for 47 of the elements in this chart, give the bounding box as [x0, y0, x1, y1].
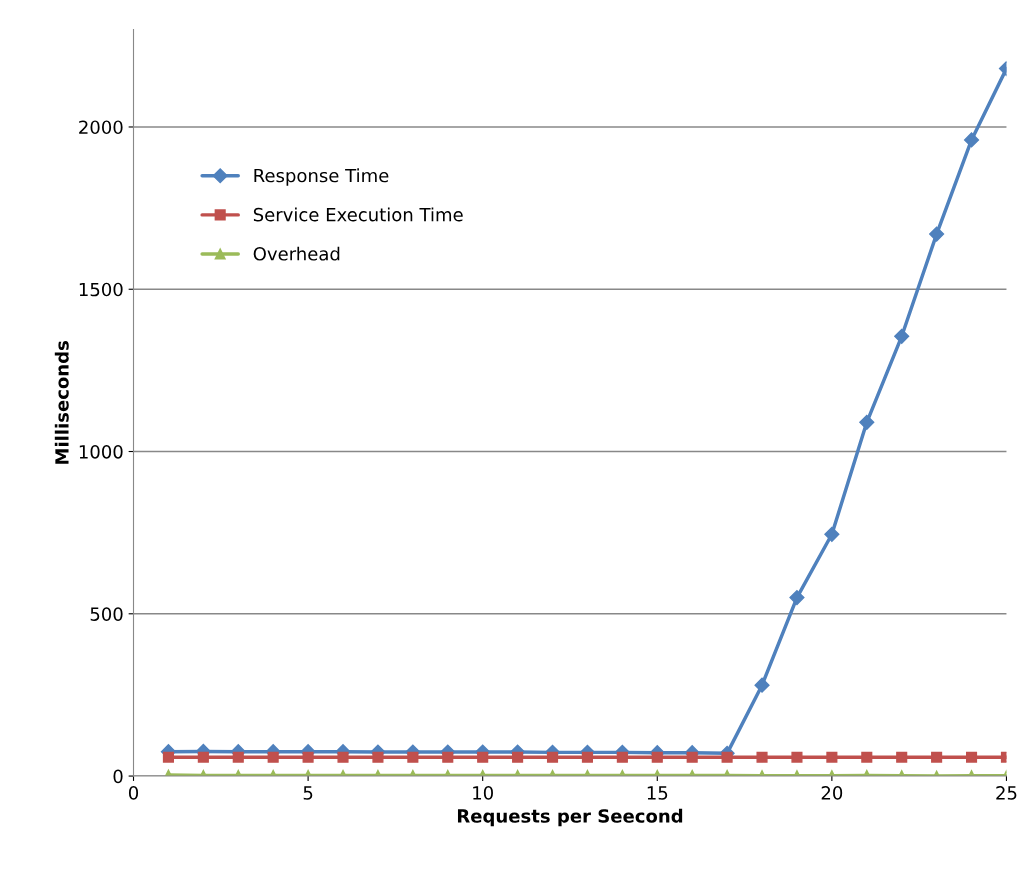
- y-tick-label: 1000: [79, 444, 123, 459]
- x-tick-label: 20: [821, 786, 843, 800]
- point: [197, 751, 209, 763]
- point: [407, 751, 419, 763]
- point: [581, 751, 594, 763]
- point: [894, 328, 910, 344]
- y-tick-label: 2000: [79, 120, 123, 135]
- y-tick-label: 1500: [79, 282, 123, 297]
- x-tick-label: 10: [473, 786, 493, 800]
- legend-label: Overhead: [253, 246, 340, 261]
- x-tick-label: 15: [647, 786, 668, 800]
- point: [267, 751, 279, 763]
- point: [965, 751, 978, 763]
- y-tick-label: 500: [90, 607, 123, 621]
- y-axis-title: Milliseconds: [54, 341, 69, 464]
- point: [721, 751, 733, 763]
- point: [651, 751, 663, 763]
- legend-label: Response Time: [254, 168, 389, 186]
- point: [616, 751, 628, 763]
- point: [756, 751, 768, 763]
- point: [826, 751, 838, 763]
- point: [512, 751, 524, 763]
- point: [546, 751, 559, 763]
- point: [686, 751, 698, 763]
- x-tick-label: 0: [128, 786, 139, 800]
- point: [232, 751, 244, 763]
- x-axis-title: Requests per Seecond: [457, 808, 683, 827]
- x-tick-label: 25: [996, 786, 1017, 800]
- point: [929, 226, 945, 242]
- point: [302, 751, 314, 763]
- point: [859, 414, 875, 430]
- y-tick-label: 0: [113, 769, 123, 784]
- point: [442, 751, 454, 763]
- point: [337, 751, 349, 763]
- x-tick-label: 5: [303, 786, 313, 800]
- point: [963, 132, 980, 148]
- legend-label: Service Execution Time: [253, 207, 463, 222]
- point: [789, 589, 805, 606]
- point: [477, 751, 489, 763]
- point: [754, 677, 770, 693]
- point: [372, 751, 384, 763]
- point: [861, 751, 873, 763]
- point: [162, 751, 174, 763]
- point: [824, 526, 840, 542]
- point: [896, 751, 908, 763]
- point: [791, 751, 803, 763]
- point: [931, 751, 943, 763]
